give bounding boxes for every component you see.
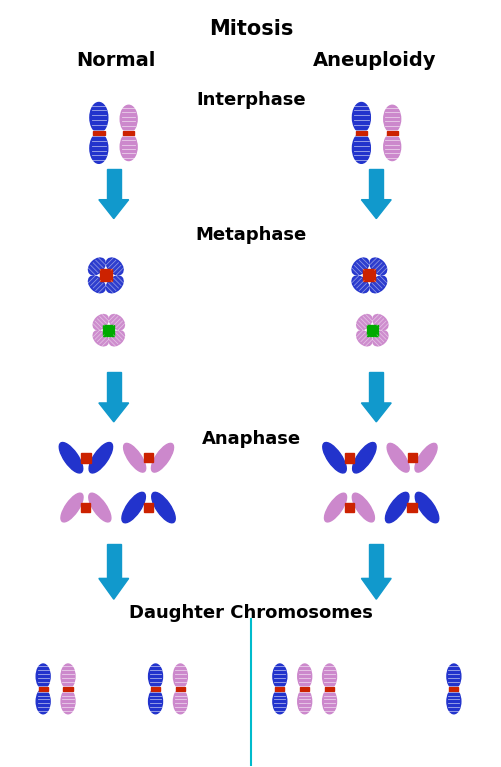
Ellipse shape <box>356 314 371 330</box>
Ellipse shape <box>109 314 124 330</box>
Ellipse shape <box>386 443 408 472</box>
Ellipse shape <box>297 689 311 714</box>
Polygon shape <box>361 578 390 599</box>
Ellipse shape <box>352 443 375 473</box>
Bar <box>344 453 354 463</box>
Text: Aneuploidy: Aneuploidy <box>312 51 435 71</box>
Bar <box>81 453 91 463</box>
Bar <box>448 687 457 691</box>
Ellipse shape <box>109 331 124 346</box>
Bar <box>107 169 120 199</box>
Ellipse shape <box>369 258 386 275</box>
Ellipse shape <box>106 258 123 275</box>
Bar <box>366 324 377 336</box>
Text: Anaphase: Anaphase <box>201 430 300 448</box>
Ellipse shape <box>414 443 436 472</box>
Bar <box>407 453 416 463</box>
Bar <box>275 687 284 691</box>
Ellipse shape <box>297 664 311 689</box>
Ellipse shape <box>148 664 162 689</box>
Ellipse shape <box>93 331 108 346</box>
Polygon shape <box>99 403 128 422</box>
Ellipse shape <box>89 493 111 522</box>
Text: Metaphase: Metaphase <box>195 225 306 244</box>
Ellipse shape <box>36 689 50 714</box>
Polygon shape <box>99 578 128 599</box>
Ellipse shape <box>123 443 145 472</box>
Ellipse shape <box>90 133 108 163</box>
Polygon shape <box>361 403 390 422</box>
Bar <box>355 130 366 135</box>
Bar <box>123 131 134 135</box>
Bar <box>363 269 375 281</box>
Ellipse shape <box>383 133 400 160</box>
Ellipse shape <box>446 664 460 689</box>
Ellipse shape <box>122 492 145 523</box>
Bar <box>344 503 353 512</box>
Bar <box>39 687 48 691</box>
Bar <box>175 687 184 691</box>
Bar <box>107 545 120 578</box>
Bar <box>369 169 382 199</box>
Ellipse shape <box>372 314 387 330</box>
Ellipse shape <box>385 492 408 523</box>
Bar <box>100 269 112 281</box>
Ellipse shape <box>106 276 123 293</box>
Ellipse shape <box>36 664 50 689</box>
Ellipse shape <box>372 331 387 346</box>
Ellipse shape <box>322 443 346 473</box>
Text: Normal: Normal <box>76 51 155 71</box>
Ellipse shape <box>414 492 438 523</box>
Text: Daughter Chromosomes: Daughter Chromosomes <box>129 604 372 622</box>
Ellipse shape <box>273 664 286 689</box>
Bar <box>144 453 153 463</box>
Bar <box>406 502 416 512</box>
Ellipse shape <box>88 276 105 293</box>
Ellipse shape <box>322 689 336 714</box>
Bar <box>103 324 114 336</box>
Ellipse shape <box>151 492 175 523</box>
Ellipse shape <box>59 443 83 473</box>
Ellipse shape <box>446 689 460 714</box>
Ellipse shape <box>273 689 286 714</box>
Ellipse shape <box>383 105 400 133</box>
Ellipse shape <box>88 258 105 275</box>
Ellipse shape <box>351 276 368 293</box>
Ellipse shape <box>120 133 137 160</box>
Ellipse shape <box>148 689 162 714</box>
Ellipse shape <box>120 105 137 133</box>
Text: Mitosis: Mitosis <box>208 19 293 39</box>
Ellipse shape <box>61 493 83 522</box>
Ellipse shape <box>173 664 187 689</box>
Ellipse shape <box>351 258 368 275</box>
Bar <box>81 503 90 512</box>
Ellipse shape <box>173 689 187 714</box>
Ellipse shape <box>61 689 75 714</box>
Polygon shape <box>99 199 128 219</box>
Text: Interphase: Interphase <box>196 91 305 109</box>
Ellipse shape <box>352 133 370 163</box>
Ellipse shape <box>93 314 108 330</box>
Bar <box>386 131 397 135</box>
Bar <box>151 687 160 691</box>
Ellipse shape <box>324 493 346 522</box>
Bar <box>300 687 309 691</box>
Ellipse shape <box>89 443 112 473</box>
Ellipse shape <box>151 443 173 472</box>
Ellipse shape <box>369 276 386 293</box>
Bar <box>93 130 104 135</box>
Ellipse shape <box>352 103 370 133</box>
Bar <box>107 372 120 403</box>
Bar <box>369 545 382 578</box>
Ellipse shape <box>322 664 336 689</box>
Bar <box>143 502 153 512</box>
Polygon shape <box>361 199 390 219</box>
Ellipse shape <box>352 493 374 522</box>
Ellipse shape <box>356 331 371 346</box>
Bar <box>63 687 73 691</box>
Ellipse shape <box>61 664 75 689</box>
Ellipse shape <box>90 103 108 133</box>
Bar <box>324 687 334 691</box>
Bar <box>369 372 382 403</box>
